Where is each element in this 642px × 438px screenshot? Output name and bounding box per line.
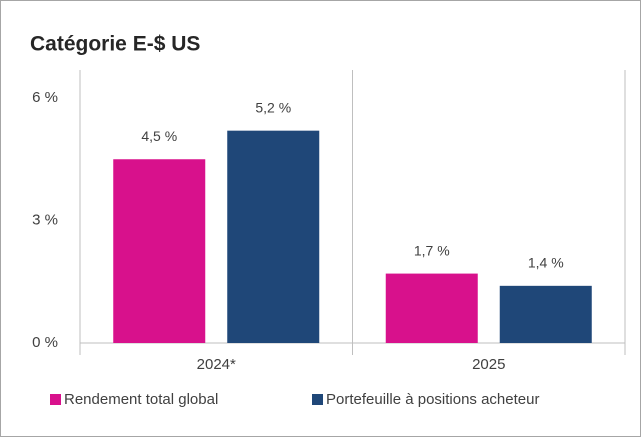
x-tick-label: 2024*: [197, 356, 236, 373]
legend-label: Portefeuille à positions acheteur: [326, 391, 539, 408]
legend-swatch: [312, 394, 323, 405]
bar: [227, 130, 320, 343]
legend-swatch: [50, 394, 61, 405]
value-label: 4,5 %: [141, 128, 177, 144]
y-tick-label: 6 %: [32, 89, 58, 106]
value-label: 1,7 %: [414, 242, 450, 258]
bar: [499, 285, 592, 343]
legend-label: Rendement total global: [64, 391, 218, 408]
y-tick-label: 0 %: [32, 334, 58, 351]
y-tick-label: 3 %: [32, 211, 58, 228]
x-tick-label: 2025: [472, 356, 505, 373]
bar: [113, 159, 206, 343]
value-label: 5,2 %: [255, 99, 291, 115]
value-label: 1,4 %: [528, 255, 564, 271]
bar: [385, 273, 478, 343]
chart-title: Catégorie E-$ US: [30, 33, 200, 56]
